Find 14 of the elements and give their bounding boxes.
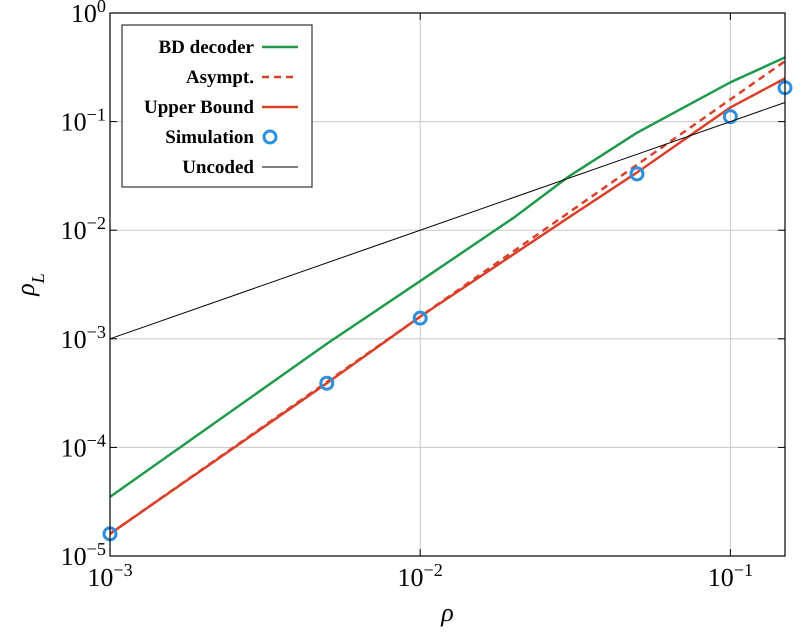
x-tick-label: 10$^{−2}$ — [398, 560, 443, 592]
y-tick-label: 10$^{−1}$ — [60, 104, 106, 137]
y-tick-label: 10$^{−2}$ — [60, 213, 106, 246]
y-tick-label: 10$^{−4}$ — [60, 430, 106, 462]
legend-label: Asympt. — [186, 67, 254, 88]
x-axis-title: ρ — [440, 598, 454, 627]
legend-label: Upper Bound — [144, 97, 254, 118]
x-tick-label: 10$^{−3}$ — [87, 560, 133, 592]
legend-label: BD decoder — [158, 37, 255, 58]
y-tick-label: 10$^{0}$ — [70, 0, 106, 28]
x-tick-label: 10$^{−1}$ — [708, 560, 754, 592]
y-tick-label: 10$^{−3}$ — [60, 322, 106, 354]
legend-label: Simulation — [165, 127, 254, 148]
legend-label: Uncoded — [182, 157, 254, 178]
